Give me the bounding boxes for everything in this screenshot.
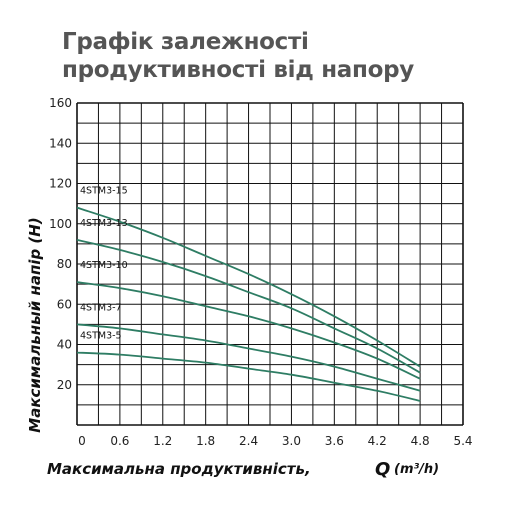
x-tick-label: 4.2: [368, 434, 387, 448]
x-axis-symbol: Q: [375, 459, 390, 480]
grid: [76, 102, 464, 426]
y-tick-label: 20: [57, 378, 72, 392]
y-tick-label: 80: [57, 257, 72, 271]
y-axis-label: Максимальный напір (Н): [26, 217, 44, 432]
x-tick-label: 1.8: [196, 434, 215, 448]
y-tick-label: 140: [49, 136, 72, 150]
series-line: [76, 281, 421, 380]
y-tick-label: 160: [49, 96, 72, 110]
y-tick-label: 100: [49, 217, 72, 231]
series-label: 4STM3-15: [80, 186, 128, 197]
series-label: 4STM3-5: [80, 331, 122, 342]
series-line: [76, 323, 421, 392]
x-tick-label: 2.4: [239, 434, 258, 448]
series-labels: 4STM3-15 4STM3-13 4STM3-10 4STM3-7 4STM3-5: [80, 186, 128, 342]
x-axis-label: Максимальна продуктивність,: [47, 460, 311, 478]
series-lines: [76, 206, 421, 402]
y-tick-label: 60: [57, 297, 72, 311]
series-label: 4STM3-7: [80, 302, 122, 313]
y-ticks: 20 40 60 80 100 120 140 160: [49, 96, 72, 392]
x-ticks: 0 0.6 1.2 1.8 2.4 3.0 3.6 4.2 4.8 5.4: [78, 434, 472, 448]
series-line: [76, 351, 421, 402]
x-tick-label: 0.6: [110, 434, 129, 448]
x-tick-label: 5.4: [453, 434, 472, 448]
x-tick-label: 3.0: [282, 434, 301, 448]
series-line: [76, 239, 421, 374]
y-tick-label: 120: [49, 177, 72, 191]
x-axis-label-group: Максимальна продуктивність, Q (m³/h): [47, 459, 439, 480]
series-label: 4STM3-13: [80, 218, 128, 229]
x-tick-label: 0: [78, 434, 86, 448]
x-tick-label: 3.6: [325, 434, 344, 448]
x-tick-label: 1.2: [153, 434, 172, 448]
y-tick-label: 40: [57, 338, 72, 352]
chart-title: Графік залежності продуктивності від нап…: [62, 29, 414, 83]
series-line: [76, 206, 421, 368]
series-label: 4STM3-10: [80, 260, 128, 271]
x-axis-unit: (m³/h): [394, 462, 439, 477]
x-tick-label: 4.8: [411, 434, 430, 448]
